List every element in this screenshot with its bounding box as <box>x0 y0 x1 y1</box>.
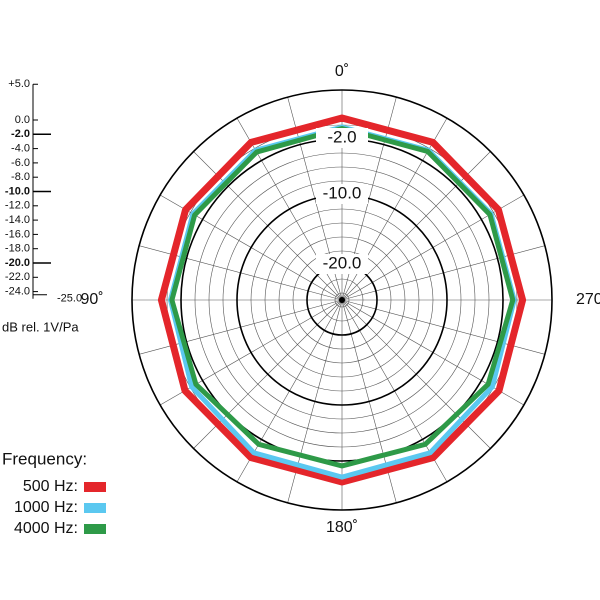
ring-label-bg <box>316 184 368 204</box>
legend-swatch <box>84 503 106 513</box>
grid-ring <box>264 222 420 378</box>
legend-label: 4000 Hz: <box>14 520 78 537</box>
ring-label-bg <box>316 254 368 274</box>
grid-ring <box>131 89 553 511</box>
legend-label: 1000 Hz: <box>14 499 78 516</box>
legend-title: Frequency: <box>2 449 87 468</box>
scale-label: 0.0 <box>15 114 30 126</box>
scale-label: -25.0 <box>57 293 82 305</box>
ring-label: -20.0 <box>323 253 362 272</box>
scale-label: -20.0 <box>5 257 30 269</box>
scale-label: +5.0 <box>8 78 30 90</box>
scale-label: -2.0 <box>11 128 30 140</box>
grid-ring <box>334 292 350 308</box>
scale-label: -22.0 <box>5 271 30 283</box>
center-dot <box>339 297 345 303</box>
ring-label: -2.0 <box>327 127 356 146</box>
polar-line <box>157 114 527 486</box>
scale-label: -10.0 <box>5 185 30 197</box>
grid-ring <box>292 250 392 350</box>
scale-label: -18.0 <box>5 243 30 255</box>
legend-label: 500 Hz: <box>23 478 78 495</box>
scale-label: -12.0 <box>5 200 30 212</box>
y-axis-label: dB rel. 1V/Pa <box>2 319 79 334</box>
scale-label: -8.0 <box>11 171 30 183</box>
scale-label: -24.0 <box>5 286 30 298</box>
ring-label-bg <box>316 128 368 148</box>
angle-label: 180˚ <box>326 519 358 536</box>
polar-line <box>169 126 516 469</box>
ring-label: -10.0 <box>323 183 362 202</box>
grid-ring <box>250 208 434 392</box>
scale-label: -14.0 <box>5 214 30 226</box>
grid-ring <box>222 180 462 420</box>
angle-label: 0˚ <box>335 63 349 80</box>
grid-ring <box>194 152 490 448</box>
scale-label: -6.0 <box>11 157 30 169</box>
grid-ring <box>320 278 364 322</box>
angle-label: 90˚ <box>80 291 103 308</box>
legend-swatch <box>84 524 106 534</box>
grid-ring <box>208 166 476 434</box>
scale-label: -16.0 <box>5 228 30 240</box>
legend-swatch <box>84 482 106 492</box>
grid-ring <box>278 236 406 364</box>
scale-label: -4.0 <box>11 143 30 155</box>
angle-label: 270˚ <box>576 291 600 308</box>
